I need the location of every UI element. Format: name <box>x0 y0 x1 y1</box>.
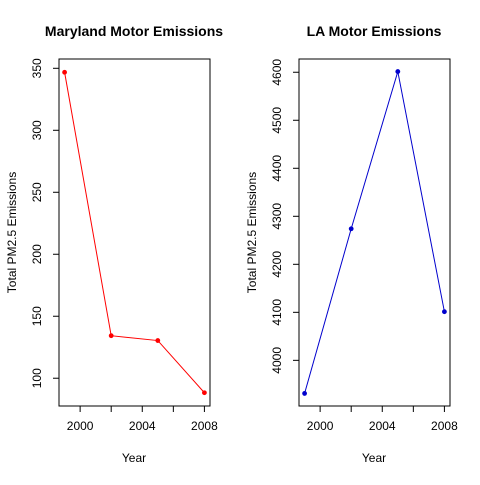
y-tick-label: 4300 <box>270 203 284 230</box>
data-point <box>442 309 447 315</box>
x-axis-label: Year <box>362 451 386 465</box>
y-tick-label: 300 <box>30 120 44 140</box>
y-tick-label: 4600 <box>270 59 284 86</box>
y-tick-label: 4200 <box>270 251 284 278</box>
x-tick-label: 2000 <box>67 419 94 433</box>
data-point <box>395 69 401 74</box>
x-tick-label: 2008 <box>431 419 458 433</box>
data-point <box>348 226 354 232</box>
y-tick-label: 4500 <box>270 107 284 134</box>
y-tick-label: 150 <box>30 306 44 326</box>
y-tick-label: 4100 <box>270 299 284 326</box>
chart-panel-2: LA Motor Emissions 2000 2004 2008 4000 4100 42… <box>245 23 458 465</box>
x-tick-label: 2000 <box>307 419 334 433</box>
x-tick-label: 2004 <box>369 419 396 433</box>
y-tick-label: 4400 <box>270 155 284 182</box>
plot-frame <box>298 58 451 407</box>
y-tick-label: 350 <box>30 58 44 78</box>
y-tick-label: 250 <box>30 182 44 202</box>
data-point <box>202 390 207 396</box>
chart-panel-1: Maryland Motor Emissions 2000 2004 2008 100 1… <box>5 23 223 465</box>
y-tick-label: 100 <box>30 368 44 388</box>
data-point <box>302 391 307 396</box>
series-line <box>64 72 205 394</box>
y-axis-label: Total PM2.5 Emissions <box>245 172 259 293</box>
y-tick-label: 200 <box>30 244 44 264</box>
series-line <box>304 71 445 394</box>
x-tick-label: 2004 <box>129 419 156 433</box>
data-point <box>108 333 114 339</box>
y-axis-label: Total PM2.5 Emissions <box>5 172 19 293</box>
chart-title: Maryland Motor Emissions <box>45 23 223 39</box>
y-tick-label: 4000 <box>270 347 284 374</box>
chart-title: LA Motor Emissions <box>307 23 442 39</box>
data-point <box>62 69 67 75</box>
plot-frame <box>58 58 211 407</box>
data-point <box>155 338 161 343</box>
x-axis-label: Year <box>122 451 146 465</box>
x-tick-label: 2008 <box>191 419 218 433</box>
